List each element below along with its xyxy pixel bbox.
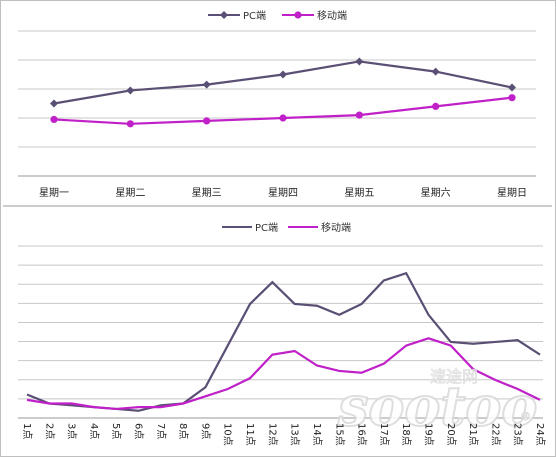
bottom-x-tick-label: 11点 xyxy=(244,423,256,446)
top-mobile-point xyxy=(508,94,516,102)
bottom-chart-grid xyxy=(18,245,543,419)
bottom-x-tick-label: 20点 xyxy=(445,423,457,446)
top-x-tick-label: 星期四 xyxy=(268,187,298,199)
top-mobile-point xyxy=(203,117,211,125)
bottom-x-tick-label: 1点 xyxy=(21,423,33,439)
top-pc-point xyxy=(508,83,516,92)
top-x-tick-label: 星期三 xyxy=(192,187,222,199)
bottom-x-tick-label: 8点 xyxy=(177,423,189,439)
top-x-tick-label: 星期日 xyxy=(497,187,527,199)
legend-pc-label: PC端 xyxy=(243,9,266,22)
bottom-x-tick-label: 4点 xyxy=(88,423,100,439)
bottom-x-tick-label: 24点 xyxy=(534,423,546,446)
top-pc-series-line xyxy=(53,60,513,105)
top-x-tick-label: 星期五 xyxy=(344,187,374,199)
bottom-x-tick-label: 13点 xyxy=(289,423,301,446)
top-mobile-point xyxy=(126,120,134,128)
legend-mobile-label: 移动端 xyxy=(317,9,347,22)
bottom-x-tick-label: 6点 xyxy=(133,423,145,439)
top-mobile-point xyxy=(432,102,440,110)
top-mobile-point xyxy=(50,115,58,124)
watermark: 速途网 sootoo ® xyxy=(336,367,538,439)
top-x-tick-label: 星期二 xyxy=(115,187,145,199)
bottom-x-tick-label: 7点 xyxy=(155,423,167,439)
top-pc-point xyxy=(279,70,287,79)
bottom-x-tick-label: 18点 xyxy=(400,423,412,446)
top-mobile-point xyxy=(355,111,363,119)
top-x-tick-label: 星期六 xyxy=(421,187,451,199)
bottom-chart-series xyxy=(26,271,541,412)
legend-pc-label: PC端 xyxy=(255,221,278,234)
top-pc-point xyxy=(202,80,211,89)
bottom-x-tick-label: 12点 xyxy=(266,423,278,446)
bottom-x-tick-label: 15点 xyxy=(333,423,345,446)
top-chart-x-labels: 星期一 星期二 星期三 星期四 星期五 星期六 星期日 xyxy=(39,187,527,199)
top-x-tick-label: 星期一 xyxy=(39,187,69,199)
bottom-chart-x-labels: 1点 2点 3点 4点 5点 6点 7点 8点 9点 10点 11点 12点 13点 14点 15点 16点 1… xyxy=(21,423,546,446)
top-mobile-point xyxy=(279,114,287,122)
bottom-x-tick-label: 23点 xyxy=(512,423,524,446)
legend-bottom: PC端 移动端 xyxy=(222,221,351,234)
bottom-x-tick-label: 21点 xyxy=(467,423,479,446)
bottom-x-tick-label: 10点 xyxy=(222,423,234,446)
top-pc-point xyxy=(126,86,135,95)
top-pc-point xyxy=(355,57,364,66)
bottom-x-tick-label: 19点 xyxy=(422,423,434,446)
watermark-small: 速途网 xyxy=(430,367,478,386)
bottom-mobile-series-line xyxy=(26,337,541,411)
watermark-registered: ® xyxy=(520,410,531,423)
bottom-x-tick-label: 3点 xyxy=(66,423,78,439)
top-pc-point xyxy=(50,99,58,108)
legend-pc-marker xyxy=(220,11,228,19)
bottom-x-tick-label: 16点 xyxy=(356,423,368,446)
top-chart-series xyxy=(50,57,516,128)
bottom-x-tick-label: 14点 xyxy=(311,423,323,446)
bottom-x-tick-label: 17点 xyxy=(378,423,390,446)
legend-mobile-label: 移动端 xyxy=(321,221,351,234)
bottom-x-tick-label: 2点 xyxy=(43,423,55,439)
bottom-x-tick-label: 9点 xyxy=(199,423,211,439)
legend-top: PC端 移动端 xyxy=(208,9,347,22)
watermark-logo: sootoo xyxy=(337,374,537,438)
bottom-x-tick-label: 22点 xyxy=(489,423,501,446)
bottom-x-tick-label: 5点 xyxy=(110,423,122,439)
top-pc-point xyxy=(431,67,440,76)
legend-mobile-marker xyxy=(294,11,302,19)
